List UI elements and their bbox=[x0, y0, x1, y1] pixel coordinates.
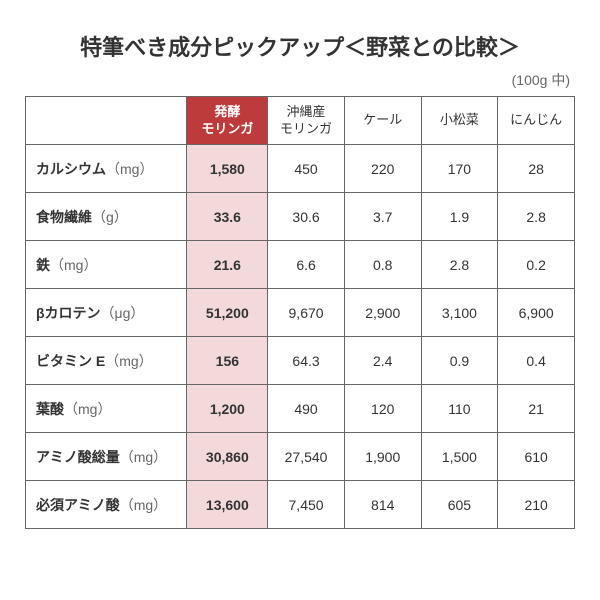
value-cell: 1,200 bbox=[187, 385, 268, 433]
table-header-row: 発酵モリンガ沖縄産モリンガケール小松菜にんじん bbox=[26, 97, 575, 145]
row-label-cell: 必須アミノ酸（mg） bbox=[26, 481, 187, 529]
value-cell: 51,200 bbox=[187, 289, 268, 337]
nutrient-unit: （mg） bbox=[120, 449, 167, 465]
table-row: 必須アミノ酸（mg）13,6007,450814605210 bbox=[26, 481, 575, 529]
nutrient-name: 食物繊維 bbox=[36, 209, 92, 225]
row-label-cell: βカロテン（μg） bbox=[26, 289, 187, 337]
value-cell: 1,900 bbox=[344, 433, 421, 481]
value-cell: 2,900 bbox=[344, 289, 421, 337]
nutrient-name: カルシウム bbox=[36, 161, 106, 177]
value-cell: 156 bbox=[187, 337, 268, 385]
value-cell: 450 bbox=[268, 145, 345, 193]
nutrient-unit: （mg） bbox=[64, 401, 111, 417]
page-title: 特筆べき成分ピックアップ＜野菜との比較＞ bbox=[25, 30, 575, 62]
nutrient-name: アミノ酸総量 bbox=[36, 449, 120, 465]
value-cell: 6,900 bbox=[498, 289, 575, 337]
nutrient-unit: （mg） bbox=[106, 161, 153, 177]
nutrition-table: 発酵モリンガ沖縄産モリンガケール小松菜にんじん カルシウム（mg）1,58045… bbox=[25, 96, 575, 529]
row-label-cell: アミノ酸総量（mg） bbox=[26, 433, 187, 481]
nutrient-unit: （mg） bbox=[105, 353, 152, 369]
row-label-cell: ビタミン E（mg） bbox=[26, 337, 187, 385]
value-cell: 64.3 bbox=[268, 337, 345, 385]
value-cell: 21.6 bbox=[187, 241, 268, 289]
value-cell: 1,580 bbox=[187, 145, 268, 193]
value-cell: 1,500 bbox=[421, 433, 498, 481]
value-cell: 0.2 bbox=[498, 241, 575, 289]
table-column-header: ケール bbox=[344, 97, 421, 145]
nutrient-unit: （g） bbox=[92, 209, 128, 225]
value-cell: 13,600 bbox=[187, 481, 268, 529]
value-cell: 120 bbox=[344, 385, 421, 433]
nutrient-name: 葉酸 bbox=[36, 401, 64, 417]
value-cell: 9,670 bbox=[268, 289, 345, 337]
value-cell: 490 bbox=[268, 385, 345, 433]
nutrient-unit: （mg） bbox=[50, 257, 97, 273]
value-cell: 28 bbox=[498, 145, 575, 193]
table-column-header: 小松菜 bbox=[421, 97, 498, 145]
value-cell: 2.8 bbox=[421, 241, 498, 289]
value-cell: 33.6 bbox=[187, 193, 268, 241]
nutrient-name: 鉄 bbox=[36, 257, 50, 273]
value-cell: 814 bbox=[344, 481, 421, 529]
nutrient-name: βカロテン bbox=[36, 305, 101, 321]
nutrient-unit: （mg） bbox=[120, 497, 167, 513]
value-cell: 610 bbox=[498, 433, 575, 481]
value-cell: 605 bbox=[421, 481, 498, 529]
table-column-header: にんじん bbox=[498, 97, 575, 145]
nutrient-name: 必須アミノ酸 bbox=[36, 497, 120, 513]
value-cell: 210 bbox=[498, 481, 575, 529]
value-cell: 0.8 bbox=[344, 241, 421, 289]
table-row: 葉酸（mg）1,20049012011021 bbox=[26, 385, 575, 433]
value-cell: 110 bbox=[421, 385, 498, 433]
table-column-header: 発酵モリンガ bbox=[187, 97, 268, 145]
value-cell: 0.4 bbox=[498, 337, 575, 385]
row-label-cell: 鉄（mg） bbox=[26, 241, 187, 289]
value-cell: 220 bbox=[344, 145, 421, 193]
table-row: アミノ酸総量（mg）30,86027,5401,9001,500610 bbox=[26, 433, 575, 481]
row-label-cell: カルシウム（mg） bbox=[26, 145, 187, 193]
value-cell: 0.9 bbox=[421, 337, 498, 385]
value-cell: 30,860 bbox=[187, 433, 268, 481]
value-cell: 27,540 bbox=[268, 433, 345, 481]
value-cell: 2.4 bbox=[344, 337, 421, 385]
value-cell: 3.7 bbox=[344, 193, 421, 241]
row-label-cell: 食物繊維（g） bbox=[26, 193, 187, 241]
table-column-header: 沖縄産モリンガ bbox=[268, 97, 345, 145]
table-row: 食物繊維（g）33.630.63.71.92.8 bbox=[26, 193, 575, 241]
page-subtitle: (100g 中) bbox=[25, 70, 575, 90]
table-row: カルシウム（mg）1,58045022017028 bbox=[26, 145, 575, 193]
table-row: ビタミン E（mg）15664.32.40.90.4 bbox=[26, 337, 575, 385]
table-row: 鉄（mg）21.66.60.82.80.2 bbox=[26, 241, 575, 289]
table-row: βカロテン（μg）51,2009,6702,9003,1006,900 bbox=[26, 289, 575, 337]
value-cell: 6.6 bbox=[268, 241, 345, 289]
value-cell: 21 bbox=[498, 385, 575, 433]
value-cell: 3,100 bbox=[421, 289, 498, 337]
nutrient-unit: （μg） bbox=[101, 305, 145, 321]
value-cell: 2.8 bbox=[498, 193, 575, 241]
value-cell: 1.9 bbox=[421, 193, 498, 241]
value-cell: 170 bbox=[421, 145, 498, 193]
row-label-cell: 葉酸（mg） bbox=[26, 385, 187, 433]
value-cell: 7,450 bbox=[268, 481, 345, 529]
value-cell: 30.6 bbox=[268, 193, 345, 241]
table-corner-cell bbox=[26, 97, 187, 145]
nutrient-name: ビタミン E bbox=[36, 353, 105, 369]
